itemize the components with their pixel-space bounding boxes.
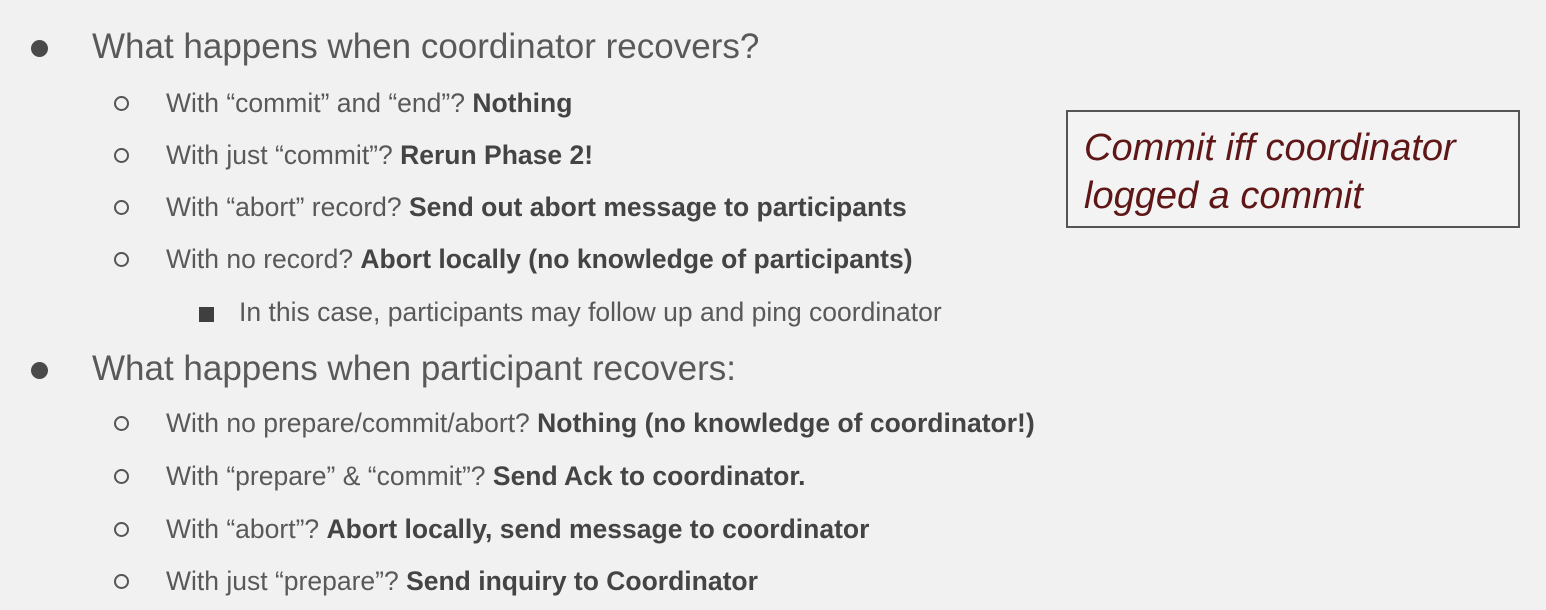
callout-box: Commit iff coordinator logged a commit xyxy=(1066,110,1520,228)
disc-bullet xyxy=(31,362,48,379)
sub-note: In this case, participants may follow up… xyxy=(239,297,942,327)
item-question: With “abort”? xyxy=(166,514,327,544)
item-answer: Send out abort message to participants xyxy=(409,192,907,222)
item-answer: Send inquiry to Coordinator xyxy=(406,566,758,596)
circle-bullet xyxy=(114,522,129,537)
circle-bullet xyxy=(114,416,129,431)
circle-bullet xyxy=(114,200,129,215)
item-question: With “commit” and “end”? xyxy=(166,88,473,118)
item-question: With just “commit”? xyxy=(166,140,401,170)
item-question: With “abort” record? xyxy=(166,192,409,222)
item-question: With no record? xyxy=(166,244,361,274)
item-answer: Nothing (no knowledge of coordinator!) xyxy=(537,408,1035,438)
list-item: With “prepare” & “commit”? Send Ack to c… xyxy=(166,461,806,492)
list-item: With “abort”? Abort locally, send messag… xyxy=(166,514,869,545)
list-item: With “abort” record? Send out abort mess… xyxy=(166,192,907,223)
list-item: With no prepare/commit/abort? Nothing (n… xyxy=(166,408,1035,439)
disc-bullet xyxy=(31,40,48,57)
square-bullet xyxy=(199,307,214,322)
callout-line-1: Commit iff coordinator xyxy=(1084,127,1456,169)
circle-bullet xyxy=(114,148,129,163)
list-item: With just “prepare”? Send inquiry to Coo… xyxy=(166,566,758,597)
circle-bullet xyxy=(114,574,129,589)
item-question: With no prepare/commit/abort? xyxy=(166,408,538,438)
item-answer: Abort locally, send message to coordinat… xyxy=(326,514,870,544)
item-answer: Send Ack to coordinator. xyxy=(492,461,806,491)
callout-line-2: logged a commit xyxy=(1084,175,1363,217)
item-answer: Rerun Phase 2! xyxy=(400,140,594,170)
item-question: With “prepare” & “commit”? xyxy=(166,461,493,491)
circle-bullet xyxy=(114,252,129,267)
circle-bullet xyxy=(114,469,129,484)
list-item: With no record? Abort locally (no knowle… xyxy=(166,244,913,275)
item-question: With just “prepare”? xyxy=(166,566,407,596)
list-item: With just “commit”? Rerun Phase 2! xyxy=(166,140,593,171)
circle-bullet xyxy=(114,96,129,111)
section-heading-coordinator: What happens when coordinator recovers? xyxy=(92,27,760,66)
item-answer: Nothing xyxy=(472,88,573,118)
list-item: With “commit” and “end”? Nothing xyxy=(166,88,572,119)
item-answer: Abort locally (no knowledge of participa… xyxy=(360,244,913,274)
section-heading-participant: What happens when participant recovers: xyxy=(92,349,736,388)
